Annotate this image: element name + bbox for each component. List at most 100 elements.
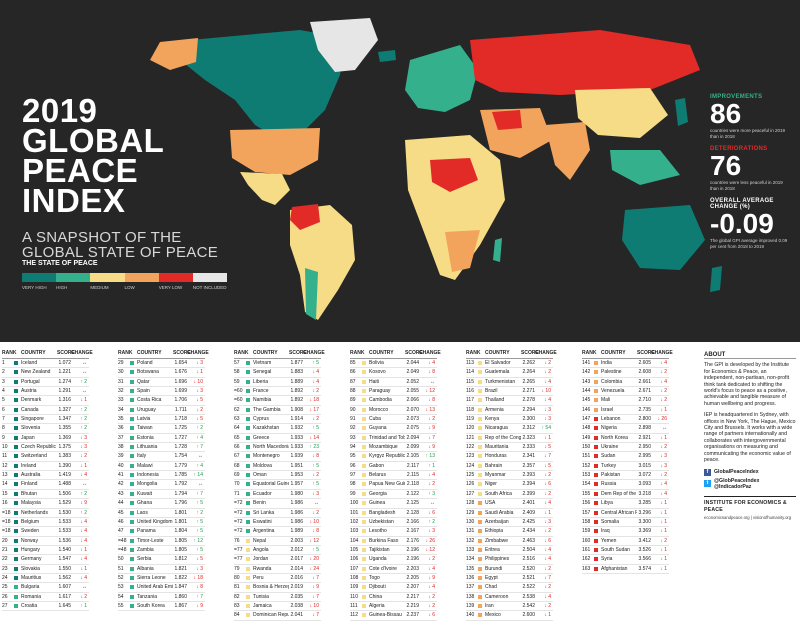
score-cell: 3.574 [638,565,651,572]
score-cell: 2.094 [406,434,419,441]
table-row: 20 Norway 1.536 ↓ 4 [2,537,89,546]
table-row: 14 Finland 1.488 ↔ [2,480,89,490]
change-cell: ↑ 5 [312,425,319,432]
peace-level-swatch [14,407,18,412]
score-cell: 2.044 [406,360,419,366]
table-row: 91 Cuba 2.073 ↓ 2 [350,415,437,425]
score-cell: 2.300 [522,416,535,423]
change-cell: ↓ 10 [193,378,203,385]
rank-cell: 22 [2,556,8,563]
table-row: =60 France 1.892 ↓ 2 [234,387,321,397]
table-row: 109 Djibouti 2.207 ↓ 4 [350,583,437,593]
peace-level-swatch [130,566,134,571]
change-cell: ↑ 5 [196,500,203,507]
map-region-alaska [150,38,198,70]
country-cell: Venezuela [601,388,625,395]
score-cell: 2.012 [290,546,303,553]
rank-cell: 156 [582,500,591,507]
change-cell: ↓ 7 [428,434,435,441]
peace-level-swatch [246,538,250,543]
table-row: 33 Costa Rica 1.706 ↓ 5 [118,396,205,406]
score-cell: 2.125 [406,500,419,507]
country-cell: Thailand [485,397,505,404]
peace-level-swatch [478,445,482,450]
rank-cell: 35 [118,416,124,423]
rank-cell: 104 [350,537,359,544]
table-row: 95 Kyrgyz Republic 2.105 ↑ 13 [350,452,437,462]
rank-cell: 94 [350,444,356,451]
change-cell: ↓ 4 [428,565,435,572]
rank-cell: 96 [350,462,356,469]
twitter-link[interactable]: t @GlobPeaceIndex @IndicadorPaz [704,478,796,491]
score-cell: 2.038 [290,602,303,609]
country-cell: Bahrain [485,462,503,469]
peace-level-swatch [594,538,598,543]
stats-panel: IMPROVEMENTS 86 countries were more peac… [710,94,790,256]
rank-cell: 143 [582,378,591,385]
peace-level-swatch [246,417,250,422]
header-rank: RANK [350,350,365,356]
table-row: 156 Libya 3.285 ↓ 1 [582,499,669,509]
peace-level-swatch [14,491,18,496]
map-region-africa-sahel [430,158,478,192]
country-cell: Dominican Republic [253,612,289,619]
improvements-label: IMPROVEMENTS [710,94,763,100]
country-cell: Liberia [253,378,269,385]
rank-cell: 82 [234,593,240,600]
score-cell: 1.072 [58,360,71,366]
peace-level-swatch [246,585,250,590]
country-cell: Turkmenistan [485,378,516,385]
change-cell: ↓ 14 [309,434,319,441]
map-region-china [575,88,668,138]
change-cell: ↑ 7 [196,593,203,600]
country-cell: Laos [137,509,148,516]
rank-cell: 159 [582,528,591,535]
change-cell: ↑ 2 [196,425,203,432]
map-region-chile-uruguay [305,268,318,320]
peace-level-swatch [14,566,18,571]
change-cell: ↑ 12 [193,537,203,544]
peace-level-swatch [14,454,18,459]
peace-level-swatch [246,435,250,440]
score-cell: 1.892 [290,397,303,404]
peace-level-swatch [14,547,18,552]
rank-cell: 43 [118,490,124,497]
peace-level-swatch [362,417,366,422]
peace-level-swatch [14,585,18,590]
peace-level-swatch [594,501,598,506]
table-row: 62 The Gambia 1.908 ↓ 17 [234,406,321,416]
change-cell: ↓ 7 [312,593,319,600]
rank-cell: 53 [118,584,124,591]
country-cell: Burundi [485,565,503,572]
table-row: 51 Albania 1.821 ↓ 3 [118,565,205,574]
facebook-link[interactable]: f GlobalPeaceIndex [704,468,796,476]
country-cell: Vietnam [253,360,272,366]
table-row: 13 Australia 1.419 ↓ 4 [2,471,89,481]
peace-level-swatch [130,585,134,590]
map-region-russia [470,30,700,95]
title-line: INDEX [22,182,126,219]
rank-cell: 162 [582,556,591,563]
country-cell: Timor-Leste [137,537,164,544]
country-cell: Australia [21,472,41,479]
score-cell: 1.533 [58,528,71,535]
score-cell: 2.207 [406,584,419,591]
rank-cell: 115 [466,378,474,385]
table-row: 163 Afghanistan 3.574 ↓ 1 [582,565,669,574]
rank-cell: 79 [234,565,240,572]
table-row: 150 Ukraine 2.950 ↓ 2 [582,443,669,453]
change-cell: ↓ 4 [80,528,87,535]
header-rank: RANK [582,350,597,356]
table-row: 132 Zimbabwe 2.463 ↓ 6 [466,537,553,546]
country-cell: Djibouti [369,584,386,591]
table-row: 142 Palestine 2.608 ↓ 2 [582,368,669,378]
country-cell: Argentina [253,528,275,535]
website-links[interactable]: economicsandpeace.org | visionofhumanity… [704,515,792,521]
peace-level-swatch [362,370,366,375]
score-cell: 2.921 [638,434,651,441]
score-cell: 1.914 [290,416,303,423]
subtitle-line: GLOBAL STATE OF PEACE [22,244,219,261]
country-cell: Somalia [601,518,620,525]
country-cell: Tunisia [253,593,269,600]
